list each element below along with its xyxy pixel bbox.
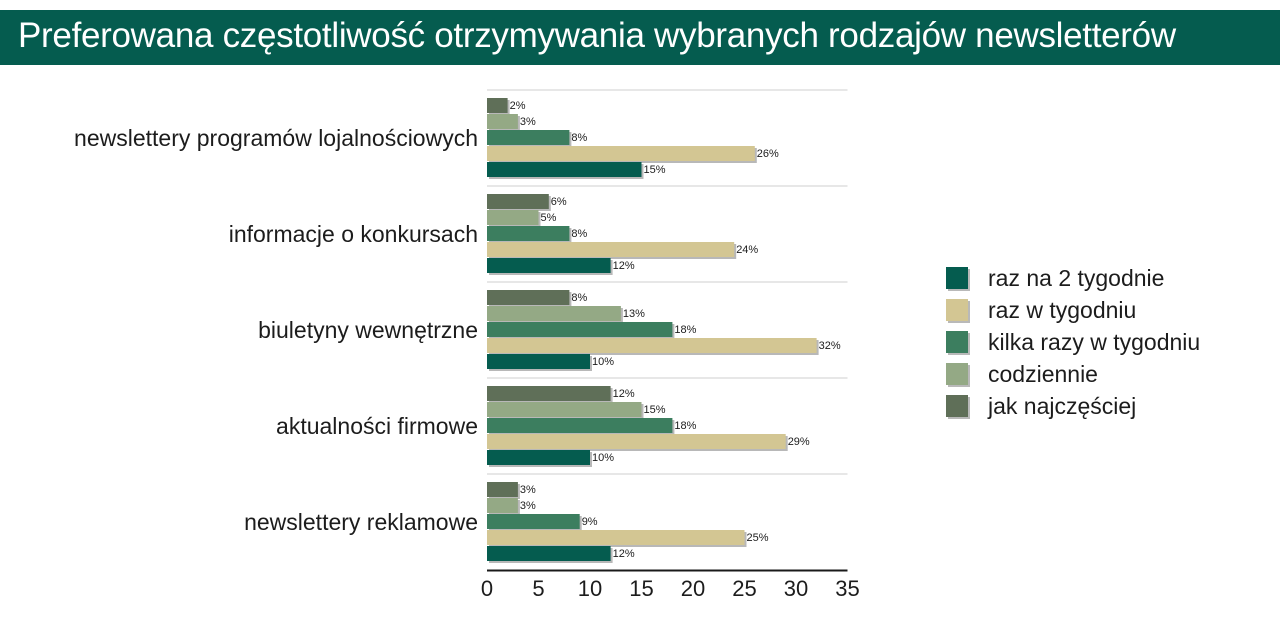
data-label: 2% <box>510 100 526 112</box>
data-label: 8% <box>571 292 587 304</box>
x-tick-label: 25 <box>732 576 756 601</box>
bar <box>487 434 786 449</box>
bar <box>487 322 673 337</box>
data-label: 12% <box>613 260 635 272</box>
bar <box>487 338 817 353</box>
bar <box>487 354 590 369</box>
legend-label: raz w tygodniu <box>988 296 1137 323</box>
data-label: 18% <box>674 420 696 432</box>
bar <box>487 114 518 129</box>
data-label: 12% <box>613 548 635 560</box>
category-label: biuletyny wewnętrzne <box>258 317 478 343</box>
x-tick-label: 0 <box>481 576 493 601</box>
data-label: 3% <box>520 500 536 512</box>
legend-swatch <box>946 267 968 289</box>
legend-item-codziennie: codziennie <box>946 358 1200 390</box>
bar <box>487 306 621 321</box>
data-label: 29% <box>788 436 810 448</box>
bar <box>487 242 735 257</box>
legend-swatch <box>946 331 968 353</box>
category-label: informacje o konkursach <box>229 221 478 247</box>
legend-swatch <box>946 299 968 321</box>
data-label: 8% <box>571 228 587 240</box>
category-label: aktualności firmowe <box>276 413 478 439</box>
bar <box>487 546 611 561</box>
bar <box>487 402 642 417</box>
data-label: 10% <box>592 356 614 368</box>
bar <box>487 98 508 113</box>
x-tick-label: 10 <box>578 576 602 601</box>
bar <box>487 194 549 209</box>
data-label: 6% <box>551 196 567 208</box>
legend-swatch <box>946 363 968 385</box>
data-label: 3% <box>520 484 536 496</box>
data-label: 26% <box>757 148 779 160</box>
bar <box>487 146 755 161</box>
bar <box>487 386 611 401</box>
data-label: 32% <box>819 340 841 352</box>
title-bar: Preferowana częstotliwość otrzymywania w… <box>0 10 1280 65</box>
x-tick-label: 5 <box>532 576 544 601</box>
legend-item-raz-w-tygodniu: raz w tygodniu <box>946 294 1200 326</box>
data-label: 15% <box>644 404 666 416</box>
x-tick-label: 35 <box>835 576 859 601</box>
data-label: 18% <box>674 324 696 336</box>
bar <box>487 130 570 145</box>
bar <box>487 226 570 241</box>
data-label: 12% <box>613 388 635 400</box>
data-label: 15% <box>644 164 666 176</box>
x-tick-label: 15 <box>629 576 653 601</box>
bar <box>487 258 611 273</box>
category-label: newslettery programów lojalnościowych <box>74 125 478 151</box>
legend-label: kilka razy w tygodniu <box>988 328 1201 355</box>
bar <box>487 210 539 225</box>
bar <box>487 482 518 497</box>
legend: raz na 2 tygodnie raz w tygodniu kilka r… <box>946 262 1200 422</box>
legend-item-kilka-razy-w-tygodniu: kilka razy w tygodniu <box>946 326 1200 358</box>
data-label: 24% <box>736 244 758 256</box>
x-tick-label: 30 <box>784 576 808 601</box>
bar <box>487 418 673 433</box>
data-label: 5% <box>541 212 557 224</box>
bar <box>487 514 580 529</box>
bar <box>487 450 590 465</box>
category-label: newslettery reklamowe <box>244 509 478 535</box>
legend-label: raz na 2 tygodnie <box>988 264 1165 291</box>
x-tick-label: 20 <box>681 576 705 601</box>
chart-title: Preferowana częstotliwość otrzymywania w… <box>18 16 1176 55</box>
bar <box>487 498 518 513</box>
data-label: 10% <box>592 452 614 464</box>
data-label: 25% <box>747 532 769 544</box>
legend-label: codziennie <box>988 360 1098 387</box>
legend-item-jak-najczesciej: jak najczęściej <box>946 390 1200 422</box>
legend-swatch <box>946 395 968 417</box>
data-label: 13% <box>623 308 645 320</box>
data-label: 8% <box>571 132 587 144</box>
legend-label: jak najczęściej <box>988 392 1137 419</box>
bar <box>487 162 642 177</box>
data-label: 3% <box>520 116 536 128</box>
data-label: 9% <box>582 516 598 528</box>
bar <box>487 530 745 545</box>
bar <box>487 290 570 305</box>
legend-item-raz-na-2-tygodnie: raz na 2 tygodnie <box>946 262 1200 294</box>
